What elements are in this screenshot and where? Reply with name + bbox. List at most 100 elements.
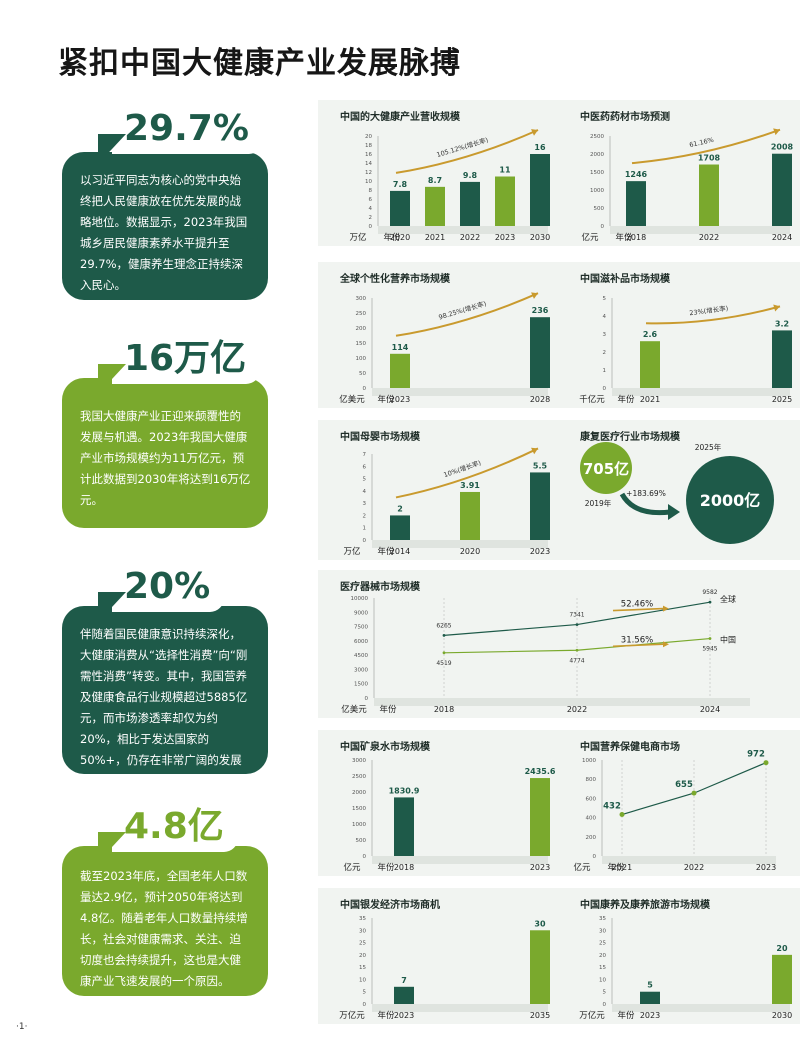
series-name: 中国 <box>720 635 736 645</box>
chart-title: 中国矿泉水市场规模 <box>340 742 430 753</box>
bar <box>530 930 550 1004</box>
y-tick-label: 0 <box>363 538 367 544</box>
y-tick-label: 2500 <box>590 134 604 140</box>
y-tick-label: 16 <box>365 152 372 158</box>
x-tick-label: 2023 <box>530 863 550 872</box>
bubble-small <box>580 442 632 494</box>
data-point <box>575 623 579 626</box>
bar <box>772 153 792 226</box>
chart-panel: 中国母婴市场规模 0 1 2 3 4 5 6 7 万亿 年份 2 2014 3.91 2020 5.5 2023… <box>318 420 558 560</box>
x-tick-label: 2021 <box>612 863 632 872</box>
data-point <box>708 637 712 640</box>
y-tick-label: 800 <box>586 777 597 783</box>
bar-value-label: 7 <box>401 976 407 985</box>
y-tick-label: 500 <box>356 838 367 844</box>
arrow-head <box>663 605 669 612</box>
chart-svg: 0 2 4 6 8 10 12 14 16 18 20 万亿 年份 7.8 2020 8.7 2021 9.8 20… <box>349 129 550 243</box>
growth-label: 61.16% <box>689 136 715 149</box>
bar-value-label: 236 <box>532 306 549 315</box>
chart-svg: 0 1500 3000 4500 6000 7500 9000 10000 亿美元 年份 2018 2… <box>341 589 750 715</box>
bar-value-label: 30 <box>534 919 546 928</box>
bar-value-label: 3.2 <box>775 319 789 328</box>
growth-label: 10%(增长率) <box>442 458 482 479</box>
growth-label: 23%(增长率) <box>689 303 729 317</box>
y-tick-label: 10 <box>365 179 372 185</box>
y-tick-label: 35 <box>359 916 366 922</box>
y-tick-label: 2000 <box>590 152 604 158</box>
y-tick-label: 0 <box>363 386 367 392</box>
data-point <box>691 790 697 796</box>
x-axis-label: 年份 <box>377 1010 395 1021</box>
bar <box>640 991 660 1004</box>
y-tick-label: 2 <box>603 350 607 356</box>
bubble-small-value: 705亿 <box>583 460 629 478</box>
growth-arrow <box>395 129 539 174</box>
bar <box>460 181 480 226</box>
page-title: 紧扣中国大健康产业发展脉搏 <box>58 46 461 81</box>
arrow-head <box>531 292 538 299</box>
y-tick-label: 3000 <box>352 758 366 764</box>
chart-panel: 全球个性化营养市场规模 0 50 100 150 200 250 300 亿美元 年份 114 202… <box>318 262 558 408</box>
bar-value-label: 1246 <box>625 170 648 179</box>
y-tick-label: 15 <box>359 965 366 971</box>
y-tick-label: 3000 <box>354 667 368 673</box>
x-axis-label: 年份 <box>607 862 625 873</box>
y-tick-label: 1500 <box>590 170 604 176</box>
stat-value-text: 29.7% <box>124 108 249 149</box>
x-tick-label: 2023 <box>390 395 410 404</box>
y-tick-label: 6 <box>369 197 373 203</box>
growth-label: 105.12%(增长率) <box>435 135 489 159</box>
y-tick-label: 7 <box>363 452 367 458</box>
x-tick-label: 2023 <box>756 863 776 872</box>
x-tick-label: 2023 <box>495 233 515 242</box>
bar <box>530 317 550 388</box>
x-axis-band <box>372 1004 548 1012</box>
stat-value-3: 20% <box>98 562 225 622</box>
chart-title: 中国银发经济市场商机 <box>340 900 440 911</box>
data-point <box>763 760 769 766</box>
y-tick-label: 30 <box>359 928 366 934</box>
unit-label: 亿美元 <box>339 394 365 405</box>
chart-panel: 中国康养及康养旅游市场规模 0 5 10 15 20 25 30 35 万亿元 年份 5 2023 20 2… <box>558 888 800 1024</box>
y-tick-label: 5 <box>603 296 607 302</box>
growth-arrow <box>612 607 664 612</box>
bar <box>390 353 410 388</box>
x-tick-label: 2020 <box>390 233 410 242</box>
page-number: ·1· <box>16 1022 28 1032</box>
stat-value-text: 4.8亿 <box>124 806 224 847</box>
growth-label: +183.69% <box>626 489 666 498</box>
y-tick-label: 7500 <box>354 625 368 631</box>
chart-title: 中国滋补品市场规模 <box>580 274 670 285</box>
unit-label: 亿元 <box>573 862 591 873</box>
bar <box>460 491 480 540</box>
y-tick-label: 12 <box>365 170 372 176</box>
y-tick-label: 10 <box>359 977 366 983</box>
x-axis-label: 年份 <box>617 1010 635 1021</box>
point-value-label: 5945 <box>702 646 717 653</box>
x-tick-label: 2022 <box>567 705 587 714</box>
x-tick-label: 2018 <box>434 705 454 714</box>
chart-panel: 中国的大健康产业营收规模 0 2 4 6 8 10 12 14 16 18 20 万亿 年份 7.8 2020… <box>318 100 558 246</box>
x-axis-label: 年份 <box>383 232 401 243</box>
y-tick-label: 3 <box>363 501 367 507</box>
data-point <box>442 633 446 637</box>
chart-panel: 中国营养保健电商市场 0 200 400 600 800 1000 亿元 年份 2021 2022 2… <box>558 730 800 876</box>
point-value-label: 4519 <box>436 660 451 667</box>
chart-panel: 医疗器械市场规模 0 1500 3000 4500 6000 7500 9000 10000 亿美… <box>318 570 800 718</box>
bar-value-label: 7.8 <box>393 180 408 189</box>
bubble-small-year: 2019年 <box>585 498 612 508</box>
chart-svg: 0 5 10 15 20 25 30 35 万亿元 年份 7 2023 30 2035 <box>339 916 550 1021</box>
y-tick-label: 600 <box>586 796 597 802</box>
unit-label: 亿元 <box>581 232 599 243</box>
y-tick-label: 50 <box>359 371 366 377</box>
bar <box>425 186 445 226</box>
point-value-label: 655 <box>675 780 693 790</box>
bar <box>394 986 414 1004</box>
y-tick-label: 0 <box>363 854 367 860</box>
unit-label: 万亿 <box>349 232 366 243</box>
arrow-head <box>663 641 669 648</box>
x-tick-label: 2025 <box>772 395 792 404</box>
y-tick-label: 2000 <box>352 790 366 796</box>
bar <box>530 472 550 540</box>
growth-arrow <box>395 292 539 337</box>
